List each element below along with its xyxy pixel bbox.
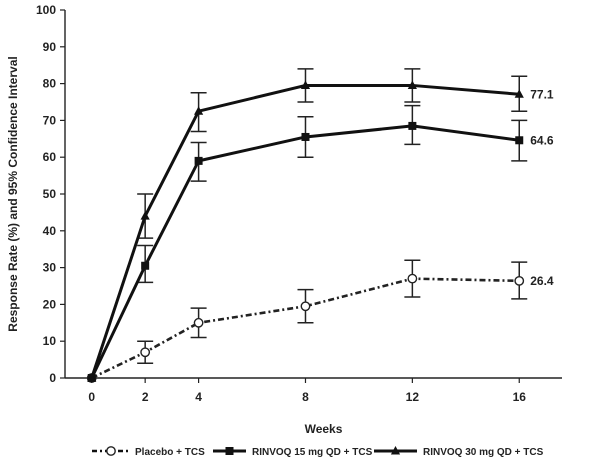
- data-point: [194, 106, 204, 115]
- legend-label: RINVOQ 30 mg QD + TCS: [423, 447, 544, 458]
- x-ticks: 0 2 4 8 12 16: [88, 378, 526, 404]
- data-point: [300, 80, 311, 89]
- data-point: [194, 156, 203, 165]
- y-tick-label: 80: [43, 77, 57, 91]
- series-3: 77.1: [87, 68, 554, 382]
- legend: Placebo + TCS RINVOQ 15 mg QD + TCS RINVOQ…: [92, 446, 544, 458]
- legend-item: Placebo + TCS: [92, 446, 205, 458]
- series-2: 64.6: [87, 104, 554, 382]
- y-tick-label: 40: [43, 224, 57, 238]
- y-tick-label: 0: [49, 371, 56, 385]
- legend-item: RINVOQ 15 mg QD + TCS: [213, 447, 373, 458]
- plot-area: 26.4 64.6 77.1: [86, 68, 554, 383]
- legend-label: Placebo + TCS: [135, 447, 205, 458]
- data-point: [300, 301, 311, 312]
- y-tick-label: 10: [43, 334, 57, 348]
- x-tick-label: 0: [88, 390, 95, 404]
- data-point: [141, 261, 150, 270]
- legend-marker: [106, 446, 116, 456]
- data-point: [301, 132, 310, 141]
- legend-marker: [225, 447, 234, 455]
- data-point: [514, 275, 525, 286]
- series-1: 26.4: [86, 259, 554, 383]
- data-point: [193, 317, 204, 328]
- data-point: [514, 89, 524, 98]
- y-tick-label: 60: [43, 150, 57, 164]
- end-value-label: 26.4: [530, 274, 554, 288]
- x-tick-label: 8: [302, 390, 309, 404]
- data-point: [515, 136, 524, 145]
- end-value-label: 64.6: [530, 133, 554, 147]
- legend-item: RINVOQ 30 mg QD + TCS: [374, 446, 544, 458]
- x-axis-title: Weeks: [305, 422, 343, 436]
- data-point: [140, 211, 150, 220]
- y-axis-title: Response Rate (%) and 95% Confidence Int…: [6, 56, 20, 331]
- data-point: [407, 273, 418, 284]
- x-tick-label: 4: [195, 390, 202, 404]
- series-line: [90, 83, 520, 379]
- data-point: [87, 373, 97, 382]
- x-tick-label: 2: [142, 390, 149, 404]
- y-tick-label: 70: [43, 113, 57, 127]
- y-tick-label: 20: [43, 297, 57, 311]
- y-ticks: 0 10 20 30 40 50 60 70 80 90 100: [36, 3, 65, 385]
- legend-label: RINVOQ 15 mg QD + TCS: [252, 447, 373, 458]
- end-value-label: 77.1: [530, 87, 554, 101]
- y-tick-label: 50: [43, 187, 57, 201]
- x-tick-label: 16: [513, 390, 527, 404]
- data-point: [408, 121, 417, 130]
- x-tick-label: 12: [406, 390, 420, 404]
- y-tick-label: 30: [43, 261, 57, 275]
- y-tick-label: 90: [43, 40, 57, 54]
- y-tick-label: 100: [36, 3, 56, 17]
- data-point: [140, 347, 151, 358]
- series-line: [90, 124, 520, 379]
- legend-marker: [390, 446, 401, 455]
- data-point: [407, 80, 417, 89]
